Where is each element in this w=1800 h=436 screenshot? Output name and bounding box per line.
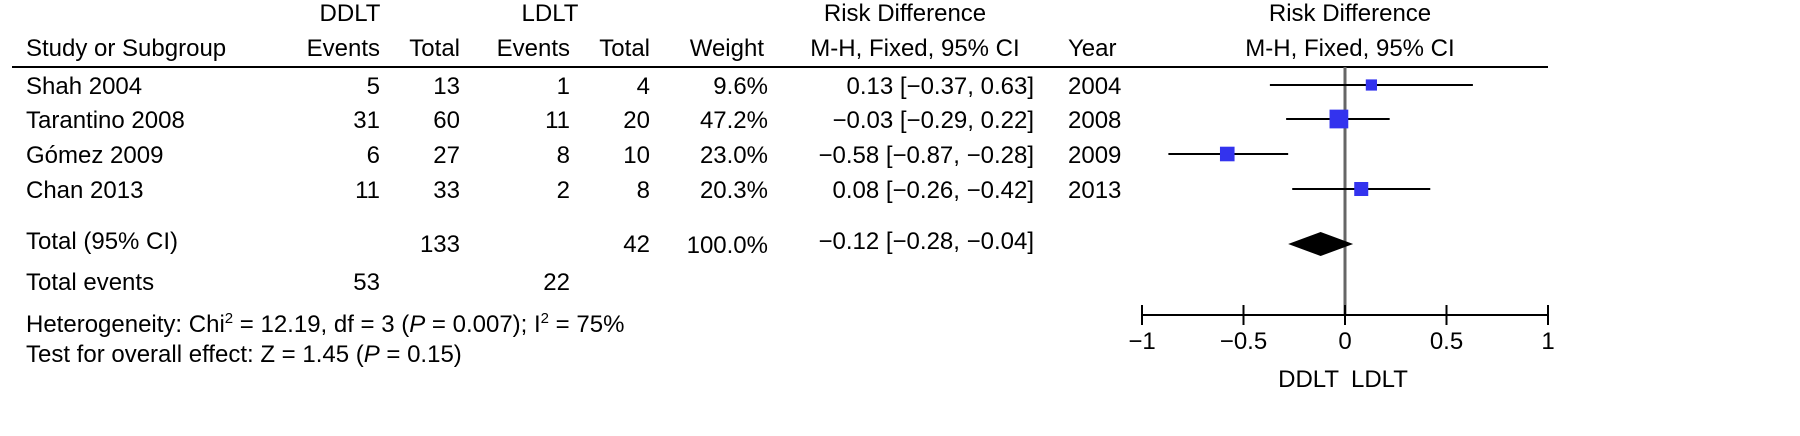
total-ldlt: 42: [623, 231, 650, 258]
x-tick-label: 1: [1541, 328, 1554, 355]
study-ci: −0.03 [−0.29, 0.22]: [832, 107, 1034, 134]
ldlt-events: 11: [545, 107, 570, 134]
x-tick-label: 0.5: [1430, 328, 1463, 355]
total-weight: 100.0%: [686, 232, 768, 259]
favours-right-label: LDLT: [1351, 366, 1408, 393]
ddlt-events: 6: [366, 142, 380, 169]
ldlt-total: 20: [623, 107, 650, 134]
weight-header: Weight: [689, 35, 764, 62]
overall-effect-text: Test for overall effect: Z = 1.45 (P = 0…: [26, 341, 462, 368]
study-weight: 47.2%: [699, 107, 768, 134]
rd-title: Risk Difference: [823, 0, 987, 27]
ddlt-total: 13: [433, 73, 460, 100]
ldlt-events: 1: [556, 73, 570, 100]
events2-header: Events: [496, 35, 570, 62]
header-divider: [12, 66, 1548, 68]
study-year: 2013: [1068, 177, 1122, 204]
heterogeneity-text: Heterogeneity: Chi2 = 12.19, df = 3 (P =…: [26, 310, 625, 338]
ldlt-total: 8: [636, 177, 650, 204]
ddlt-total: 60: [433, 107, 460, 134]
ldlt-events: 2: [556, 177, 570, 204]
rd-method-header: M-H, Fixed, 95% CI: [810, 35, 1020, 62]
ldlt-events: 8: [556, 142, 570, 169]
study-weight: 9.6%: [713, 73, 768, 100]
total-ci: −0.12 [−0.28, −0.04]: [818, 228, 1034, 255]
study-year: 2004: [1068, 73, 1122, 100]
study-weight: 20.3%: [699, 177, 768, 204]
ldlt-total: 10: [623, 142, 650, 169]
point-estimate-marker: [1219, 146, 1235, 162]
ldlt-total: 4: [636, 73, 650, 100]
plot-title: Risk Difference: [1268, 0, 1432, 27]
study-name: Tarantino 2008: [26, 107, 185, 134]
study-weight: 23.0%: [699, 142, 768, 169]
ddlt-events: 5: [366, 73, 380, 100]
ddlt-total: 27: [433, 142, 460, 169]
pooled-diamond: [1288, 232, 1354, 256]
study-name: Chan 2013: [26, 177, 144, 204]
plot-method-header: M-H, Fixed, 95% CI: [1245, 35, 1455, 62]
point-estimate-marker: [1365, 79, 1377, 91]
study-name: Shah 2004: [26, 73, 143, 100]
total-events-label: Total events: [26, 269, 155, 296]
study-year: 2009: [1068, 142, 1122, 169]
total-events-ldlt: 22: [543, 269, 570, 296]
x-tick-label: 0: [1338, 328, 1351, 355]
total1-header: Total: [409, 35, 460, 62]
total-label: Total (95% CI): [26, 228, 179, 255]
study-name: Gómez 2009: [26, 142, 164, 169]
total2-header: Total: [599, 35, 650, 62]
study-year: 2008: [1068, 107, 1122, 134]
events1-header: Events: [306, 35, 380, 62]
favours-left-label: DDLT: [1278, 366, 1339, 393]
study-ci: 0.13 [−0.37, 0.63]: [846, 73, 1035, 100]
x-tick-label: −0.5: [1220, 328, 1267, 355]
x-tick-label: −1: [1128, 328, 1155, 355]
ddlt-events: 11: [355, 177, 380, 204]
study-ci: 0.08 [−0.26, −0.42]: [832, 177, 1034, 204]
group2-header: LDLT: [521, 0, 579, 27]
point-estimate-marker: [1329, 109, 1349, 129]
total-ddlt: 133: [419, 231, 460, 258]
group1-header: DDLT: [319, 0, 381, 27]
ddlt-events: 31: [353, 107, 380, 134]
study-ci: −0.58 [−0.87, −0.28]: [818, 142, 1034, 169]
point-estimate-marker: [1354, 181, 1369, 197]
total-events-ddlt: 53: [353, 269, 380, 296]
ddlt-total: 33: [433, 177, 460, 204]
year-header: Year: [1068, 35, 1117, 62]
study-column-header: Study or Subgroup: [26, 35, 227, 62]
